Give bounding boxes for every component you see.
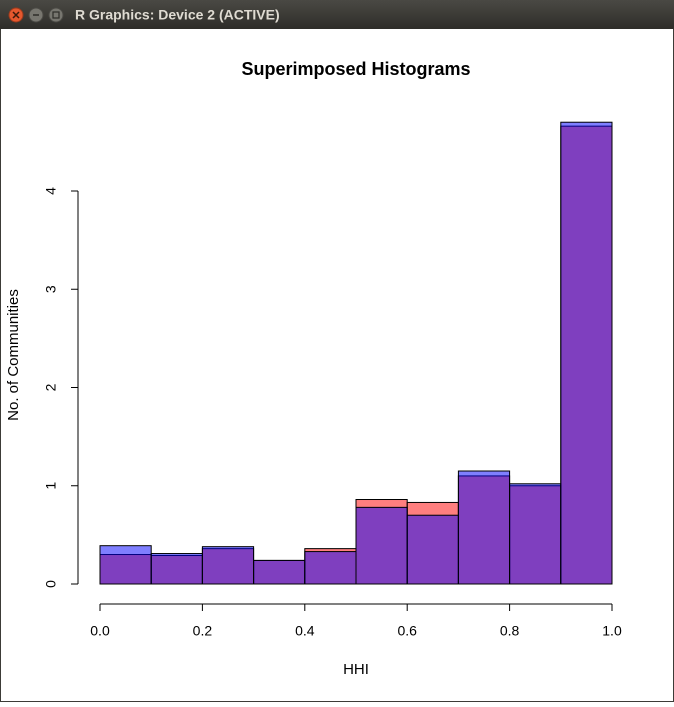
x-tick-label: 0.6 (397, 623, 417, 639)
x-tick-label: 1.0 (602, 623, 622, 639)
close-icon (12, 11, 20, 19)
x-tick-label: 0.4 (295, 623, 315, 639)
maximize-icon (52, 11, 60, 19)
y-tick-label: 0 (43, 580, 59, 588)
x-axis-label: HHI (343, 661, 369, 678)
histogram-bar (457, 470, 511, 585)
x-tick-label: 0.0 (90, 623, 110, 639)
histogram-bar (99, 545, 152, 585)
x-tick-label: 0.8 (500, 623, 520, 639)
histogram-bar (560, 121, 613, 585)
window-title: R Graphics: Device 2 (ACTIVE) (75, 7, 280, 23)
maximize-button[interactable] (48, 7, 64, 23)
histogram-bar (253, 559, 306, 585)
title-bar (0, 0, 674, 29)
histogram-bar (150, 553, 203, 585)
histogram-bar (355, 506, 408, 585)
histogram-bar (509, 483, 562, 585)
y-tick-label: 3 (43, 285, 59, 293)
y-axis-label: No. of Communities (5, 289, 22, 421)
y-tick-label: 4 (43, 187, 59, 195)
y-tick-label: 1 (43, 482, 59, 490)
histogram-bar (304, 551, 357, 585)
histogram-bar (201, 546, 255, 585)
histogram-bar (406, 514, 459, 585)
plot: 0 1 2 3 4 0.0 0.2 0.4 0.6 0.8 1.0 (43, 121, 622, 639)
y-tick-label: 2 (43, 383, 59, 391)
x-tick-label: 0.2 (193, 623, 213, 639)
chart-title: Superimposed Histograms (241, 59, 470, 79)
